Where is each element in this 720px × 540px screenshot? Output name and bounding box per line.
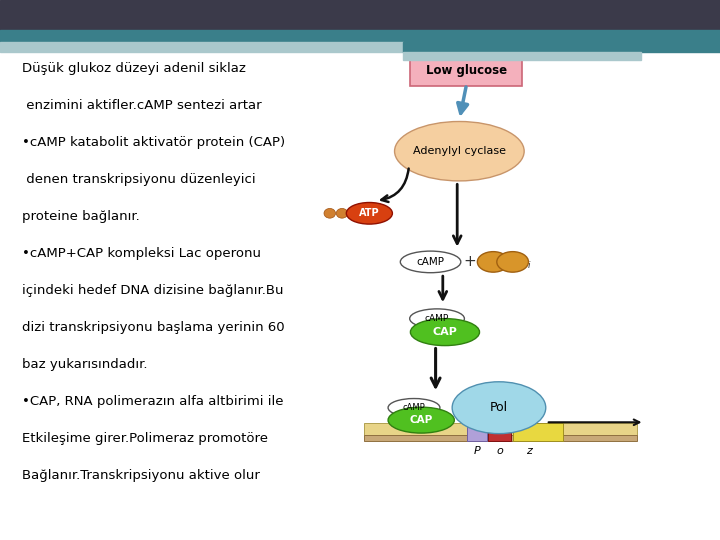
Ellipse shape — [410, 309, 464, 328]
Ellipse shape — [452, 382, 546, 434]
Text: cAMP: cAMP — [417, 257, 444, 267]
Ellipse shape — [388, 407, 454, 433]
Text: baz yukarısındadır.: baz yukarısındadır. — [22, 358, 147, 371]
Ellipse shape — [388, 399, 440, 417]
FancyArrowPatch shape — [382, 168, 409, 202]
Ellipse shape — [395, 122, 524, 181]
Text: o: o — [496, 446, 503, 456]
Ellipse shape — [336, 208, 348, 218]
Text: z: z — [526, 446, 532, 456]
Ellipse shape — [477, 252, 509, 272]
Bar — [467, 426, 487, 441]
Bar — [364, 423, 637, 435]
Text: E.coli’de transkripsiyonun: E.coli’de transkripsiyonun — [22, 19, 246, 34]
Text: +: + — [463, 254, 476, 269]
Bar — [488, 423, 511, 441]
Text: cAMP: cAMP — [402, 403, 426, 412]
FancyBboxPatch shape — [410, 54, 522, 86]
Text: •CAP, RNA polimerazın alfa altbirimi ile: •CAP, RNA polimerazın alfa altbirimi ile — [22, 395, 283, 408]
Text: içindeki hedef DNA dizisine bağlanır.Bu: içindeki hedef DNA dizisine bağlanır.Bu — [22, 284, 283, 297]
Ellipse shape — [410, 319, 480, 346]
Text: •cAMP katabolit aktivatör protein (CAP): •cAMP katabolit aktivatör protein (CAP) — [22, 136, 284, 149]
Text: cAMP: cAMP — [425, 314, 449, 323]
Text: •cAMP+CAP kompleksi Lac operonu: •cAMP+CAP kompleksi Lac operonu — [22, 247, 261, 260]
Text: Low glucose: Low glucose — [426, 64, 507, 77]
Text: proteine bağlanır.: proteine bağlanır. — [22, 210, 140, 223]
Ellipse shape — [346, 202, 392, 224]
Text: P: P — [473, 446, 480, 456]
Text: dizi transkripsiyonu başlama yerinin 60: dizi transkripsiyonu başlama yerinin 60 — [22, 321, 284, 334]
Text: Düşük glukoz düzeyi adenil siklaz: Düşük glukoz düzeyi adenil siklaz — [22, 62, 246, 75]
Bar — [364, 435, 637, 441]
Text: CAP: CAP — [433, 327, 457, 337]
Text: Pol: Pol — [490, 401, 508, 414]
Text: Etkileşime girer.Polimeraz promotöre: Etkileşime girer.Polimeraz promotöre — [22, 432, 268, 445]
Text: i: i — [528, 261, 531, 270]
Text: ATP: ATP — [359, 208, 379, 218]
Text: Adenylyl cyclase: Adenylyl cyclase — [413, 146, 506, 156]
Text: denen transkripsiyonu düzenleyici: denen transkripsiyonu düzenleyici — [22, 173, 255, 186]
Text: Bağlanır.Transkripsiyonu aktive olur: Bağlanır.Transkripsiyonu aktive olur — [22, 469, 259, 482]
Bar — [513, 423, 563, 441]
Ellipse shape — [324, 208, 336, 218]
Text: enzimini aktifler.cAMP sentezi artar: enzimini aktifler.cAMP sentezi artar — [22, 99, 261, 112]
Text: CAP: CAP — [410, 415, 433, 425]
Ellipse shape — [400, 251, 461, 273]
Ellipse shape — [497, 252, 528, 272]
Text: Pozitif kontrolü:: Pozitif kontrolü: — [22, 40, 160, 56]
